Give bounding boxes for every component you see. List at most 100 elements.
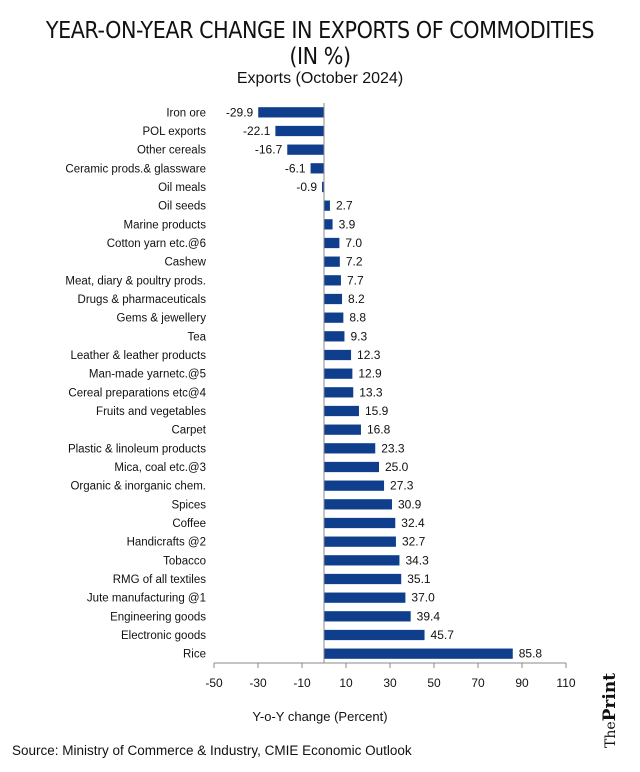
category-label: Cashew bbox=[164, 257, 206, 269]
value-label: 15.9 bbox=[365, 404, 389, 418]
category-label: Tea bbox=[187, 331, 206, 343]
bar bbox=[324, 237, 340, 249]
headline: YEAR-ON-YEAR CHANGE IN EXPORTS OF COMMOD… bbox=[45, 18, 595, 70]
category-label: RMG of all textiles bbox=[113, 574, 207, 586]
value-label: -22.1 bbox=[243, 124, 271, 138]
category-label: Cereal preparations etc@4 bbox=[68, 387, 206, 399]
x-tick-label: 90 bbox=[515, 676, 529, 690]
bar bbox=[324, 592, 406, 603]
category-label: Coffee bbox=[172, 518, 206, 530]
category-label: Organic & inorganic chem. bbox=[70, 481, 206, 493]
bar bbox=[324, 368, 353, 379]
bar bbox=[324, 517, 396, 529]
source-note: Source: Ministry of Commerce & Industry,… bbox=[12, 743, 412, 758]
category-label: Tobacco bbox=[163, 555, 206, 567]
bar bbox=[324, 293, 343, 305]
category-label: Fruits and vegetables bbox=[96, 406, 206, 418]
value-label: 16.8 bbox=[367, 423, 391, 437]
category-label: Oil seeds bbox=[158, 201, 206, 213]
value-label: 35.1 bbox=[407, 572, 431, 586]
brand-logo: ThePrint bbox=[600, 673, 620, 748]
bar bbox=[275, 125, 324, 137]
category-label: Plastic & linoleum products bbox=[68, 443, 206, 455]
value-label: 85.8 bbox=[519, 647, 543, 661]
bar bbox=[324, 256, 340, 267]
bars-group bbox=[258, 107, 513, 659]
value-label: 37.0 bbox=[411, 591, 435, 605]
value-label: 12.3 bbox=[357, 348, 381, 362]
value-label: 13.3 bbox=[359, 385, 383, 399]
category-label: Leather & leather products bbox=[70, 350, 206, 362]
category-label: Oil meals bbox=[158, 182, 206, 194]
bar bbox=[324, 629, 425, 641]
x-tick-label: -10 bbox=[293, 676, 311, 690]
bar bbox=[310, 163, 324, 174]
bar bbox=[324, 555, 400, 566]
value-label: 7.2 bbox=[346, 255, 363, 269]
bar bbox=[324, 331, 345, 342]
bar bbox=[324, 443, 376, 454]
value-label: 7.0 bbox=[345, 236, 362, 250]
category-label: Spices bbox=[171, 499, 206, 511]
axis-group: Iron ore -29.9 POL exports -22.1 Other cerea… bbox=[65, 103, 576, 690]
value-label: 23.3 bbox=[381, 441, 405, 455]
category-label: Ceramic prods.& glassware bbox=[65, 163, 206, 175]
bar bbox=[324, 611, 411, 622]
value-label: 45.7 bbox=[431, 628, 455, 642]
category-label: Other cereals bbox=[137, 145, 206, 157]
bar bbox=[324, 536, 396, 547]
bar bbox=[324, 405, 359, 417]
category-label: Carpet bbox=[171, 425, 206, 437]
value-label: 12.9 bbox=[358, 367, 382, 381]
value-label: 39.4 bbox=[417, 609, 441, 623]
value-label: 27.3 bbox=[390, 479, 414, 493]
value-label: -0.9 bbox=[296, 180, 317, 194]
value-label: 2.7 bbox=[336, 199, 353, 213]
category-label: Engineering goods bbox=[110, 611, 206, 623]
bar bbox=[322, 181, 324, 193]
category-label: Man-made yarnetc.@5 bbox=[89, 369, 206, 381]
category-label: Meat, diary & poultry prods. bbox=[65, 275, 206, 287]
category-label: Marine products bbox=[124, 219, 207, 231]
x-axis-label: Y-o-Y change (Percent) bbox=[252, 709, 388, 724]
bar bbox=[324, 312, 344, 323]
bar bbox=[324, 499, 392, 510]
value-label: 34.3 bbox=[405, 553, 429, 567]
value-label: -16.7 bbox=[255, 143, 283, 157]
x-tick-label: -30 bbox=[249, 676, 267, 690]
bar bbox=[324, 573, 402, 585]
value-label: 30.9 bbox=[398, 497, 422, 511]
category-label: Mica, coal etc.@3 bbox=[114, 462, 206, 474]
category-label: Rice bbox=[183, 649, 206, 661]
bar bbox=[324, 648, 513, 659]
value-label: 25.0 bbox=[385, 460, 409, 474]
x-tick-label: 50 bbox=[427, 676, 441, 690]
x-tick-label: 110 bbox=[556, 676, 575, 690]
value-label: 8.8 bbox=[349, 311, 366, 325]
value-label: -29.9 bbox=[226, 105, 254, 119]
brand-name: Print bbox=[600, 672, 620, 722]
x-tick-label: 10 bbox=[339, 676, 353, 690]
category-label: Gems & jewellery bbox=[117, 313, 207, 325]
category-label: Cotton yarn etc.@6 bbox=[107, 238, 206, 250]
x-tick-label: -50 bbox=[205, 676, 223, 690]
value-label: 32.4 bbox=[401, 516, 425, 530]
bar bbox=[324, 424, 361, 435]
category-label: Drugs & pharmaceuticals bbox=[78, 294, 207, 306]
bar bbox=[324, 461, 379, 473]
bar bbox=[324, 480, 385, 491]
x-tick-label: 30 bbox=[383, 676, 397, 690]
value-label: -6.1 bbox=[285, 161, 306, 175]
category-label: POL exports bbox=[143, 126, 207, 138]
bar bbox=[287, 144, 324, 155]
chart-title: Exports (October 2024) bbox=[236, 70, 404, 87]
value-label: 3.9 bbox=[339, 217, 356, 231]
x-tick-label: 70 bbox=[471, 676, 485, 690]
bar bbox=[324, 275, 341, 286]
category-label: Iron ore bbox=[166, 107, 206, 119]
bar bbox=[324, 200, 330, 211]
value-label: 8.2 bbox=[348, 292, 365, 306]
value-label: 9.3 bbox=[350, 329, 367, 343]
bar bbox=[324, 387, 354, 398]
